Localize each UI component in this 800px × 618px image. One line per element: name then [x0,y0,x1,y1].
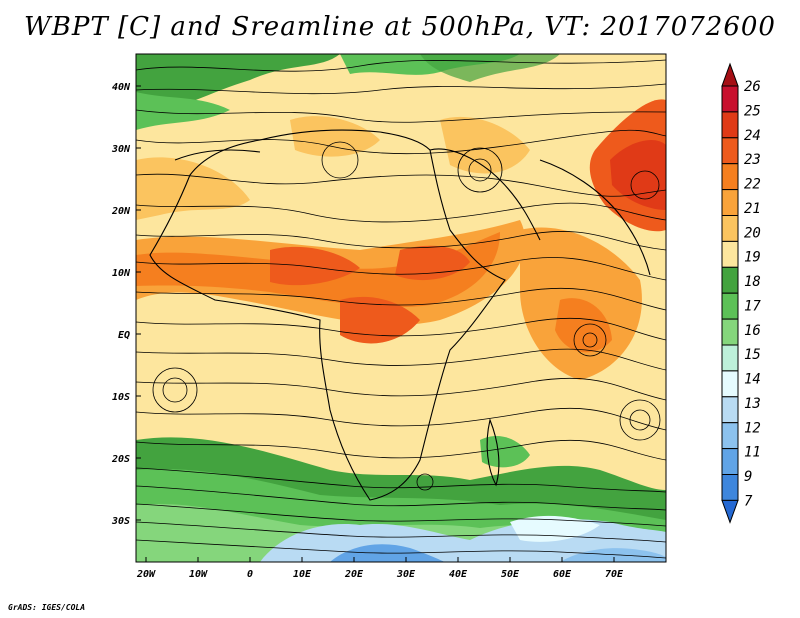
colorbar-label: 22 [744,177,761,193]
colorbar-label: 11 [744,445,761,461]
colorbar-label: 26 [744,79,761,95]
grads-credit: GrADS: IGES/COLA [8,603,86,612]
colorbar-label: 16 [744,323,761,339]
colorbar-label: 21 [744,201,761,217]
coastlines [149,129,651,501]
lat-tick-label: EQ [118,330,130,341]
lon-tick-label: 10E [293,569,312,580]
colorbar-swatch [721,448,739,476]
latitude-axis: 40N 30N 20N 10N EQ 10S 20S 30S [111,82,141,527]
colorbar-swatch [721,137,739,165]
colorbar-label: 17 [744,298,761,314]
colorbar-label: 7 [744,493,753,509]
colorbar-swatch [721,189,739,217]
lat-tick-label: 10N [112,268,131,279]
lon-tick-label: 70E [605,569,624,580]
colorbar-swatch [721,344,739,372]
colorbar-swatch [721,85,739,113]
colorbar-bottom-arrow [721,499,739,524]
map-title: WBPT [C] and Sreamline at 500hPa, VT: 20… [24,12,776,42]
lon-tick-label: 0 [247,569,253,580]
colorbar-label: 18 [744,274,761,290]
colorbar-swatch [721,396,739,424]
colorbar-swatch [721,422,739,450]
wbpt-field [136,54,666,562]
colorbar-label: 19 [744,250,761,266]
colorbar-label: 12 [744,420,761,436]
lon-tick-label: 40E [449,569,468,580]
colorbar-label: 23 [744,152,761,168]
map-frame [135,53,667,563]
lat-tick-label: 30N [111,144,131,155]
lat-tick-label: 20S [111,454,130,465]
lon-tick-label: 30E [396,569,416,580]
colorbar-label: 15 [744,347,761,363]
colorbar-label: 24 [744,128,761,144]
colorbar-swatch [721,111,739,139]
lat-tick-label: 40N [112,82,131,93]
colorbar-swatch [721,318,739,346]
lat-tick-label: 20N [111,206,131,217]
longitude-axis: 20W 10W 0 10E 20E 30E 40E 50E 60E 70E [136,557,624,580]
lat-tick-label: 10S [112,392,130,403]
colorbar-label: 13 [744,396,761,412]
colorbar-label: 14 [744,372,761,388]
lon-tick-label: 50E [501,569,520,580]
colorbar-label: 20 [744,225,761,241]
lon-tick-label: 20W [136,569,156,580]
colorbar-swatch [721,266,739,294]
lat-tick-label: 30S [111,516,130,527]
colorbar-swatch [721,370,739,398]
colorbar-swatch [721,163,739,191]
colorbar-label: 25 [744,103,761,119]
colorbar-swatch [721,240,739,268]
lon-tick-label: 20E [344,569,364,580]
streamlines [136,59,666,559]
colorbar-top-arrow [721,62,739,87]
colorbar: 26 25 24 23 22 21 20 19 18 17 16 15 14 13 12 11 9 7 [721,62,761,524]
colorbar-swatch [721,474,739,501]
lon-tick-label: 60E [553,569,572,580]
lon-tick-label: 10W [189,569,208,580]
colorbar-swatch [721,215,739,242]
colorbar-label: 9 [744,469,752,485]
colorbar-swatch [721,292,739,320]
